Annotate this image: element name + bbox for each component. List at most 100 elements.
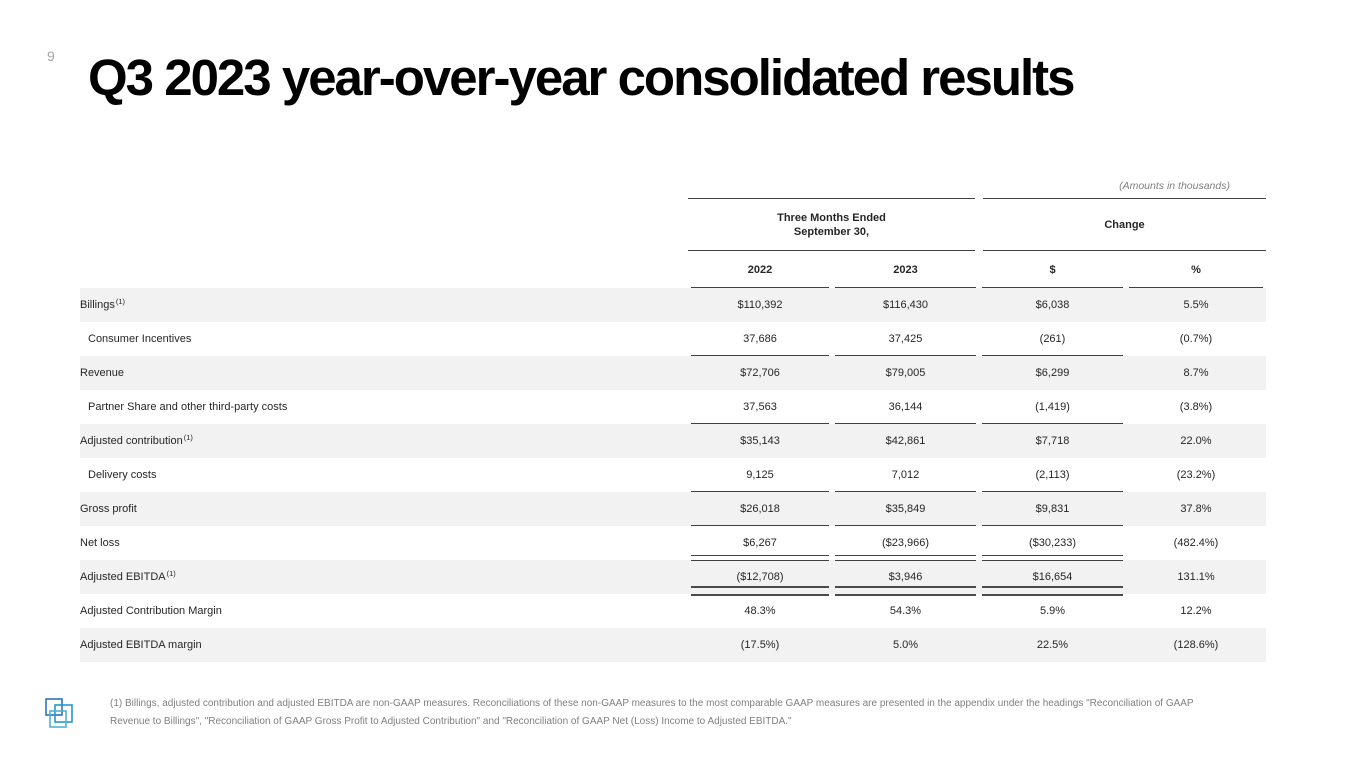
table-cell: $9,831	[979, 492, 1126, 526]
table-cell: $6,267	[688, 526, 832, 561]
row-label-text: Partner Share and other third-party cost…	[88, 401, 288, 413]
table-cell: $35,143	[740, 435, 780, 447]
amounts-note: (Amounts in thousands)	[1119, 180, 1230, 192]
table-cell: 131.1%	[1177, 571, 1215, 583]
table-cell: 22.0%	[1180, 435, 1212, 447]
table-cell: 37,563	[688, 390, 832, 424]
table-cell: 8.7%	[1183, 367, 1209, 379]
footnote: (1) Billings, adjusted contribution and …	[110, 698, 1194, 727]
table-cell: 5.0%	[892, 639, 919, 651]
financial-table: (Amounts in thousands) Three Months Ende…	[80, 160, 1266, 662]
row-label: Partner Share and other third-party cost…	[80, 390, 688, 424]
table-row-adjusted-contribution-margin: Adjusted Contribution Margin 48.3% 54.3%…	[80, 594, 1266, 628]
table-row-delivery-costs: Delivery costs 9,125 7,012 (2,113) (23.2…	[80, 458, 1266, 492]
table-cell: ($23,966)	[832, 526, 979, 561]
table-cell: $3,946	[832, 560, 979, 596]
column-header-2023: 2023	[832, 251, 979, 288]
row-label-text: Adjusted EBITDA margin	[80, 639, 202, 651]
table-cell: ($12,708)	[688, 560, 832, 596]
table-cell: (261)	[979, 322, 1126, 356]
row-label: Adjusted EBITDA (1)	[80, 560, 688, 594]
column-header-percent: %	[1126, 251, 1266, 288]
table-cell: (482.4%)	[1173, 537, 1219, 549]
table-cell: $79,005	[885, 367, 926, 379]
logo-square-dark	[45, 698, 63, 716]
row-label-text: Consumer Incentives	[88, 333, 192, 345]
row-label: Billings (1)	[80, 288, 688, 322]
table-cell: $72,706	[740, 367, 780, 379]
table-cell: $42,861	[885, 435, 926, 447]
table-cell: 48.3%	[744, 605, 776, 617]
table-cell: 37,686	[688, 322, 832, 356]
row-label: Consumer Incentives	[80, 322, 688, 356]
table-cell: 5.9%	[1039, 605, 1066, 617]
table-cell: ($30,233)	[979, 526, 1126, 561]
table-cell: $16,654	[979, 560, 1126, 596]
table-row-gross-profit: Gross profit $26,018 $35,849 $9,831 37.8…	[80, 492, 1266, 526]
table-cell: $35,849	[832, 492, 979, 526]
group-header-period-line2: September 30,	[793, 225, 870, 238]
row-label: Revenue	[80, 356, 688, 390]
group-header-spacer	[80, 198, 688, 251]
table-cell: $26,018	[688, 492, 832, 526]
table-cell: 22.5%	[1036, 639, 1069, 651]
table-cell: 37.8%	[1180, 503, 1212, 515]
table-cell: (128.6%)	[1173, 639, 1219, 651]
logo-square-medium	[54, 704, 73, 723]
table-cell: 5.5%	[1183, 299, 1209, 311]
row-label-text: Adjusted EBITDA	[80, 571, 166, 583]
column-header-dollar: $	[979, 251, 1126, 288]
row-label: Adjusted contribution (1)	[80, 424, 688, 458]
table-row-adjusted-ebitda-margin: Adjusted EBITDA margin (17.5%) 5.0% 22.5…	[80, 628, 1266, 662]
footnote-marker: (1)	[115, 296, 126, 306]
page-number: 9	[47, 48, 55, 64]
table-column-header-row: 2022 2023 $ %	[80, 251, 1266, 288]
table-row-billings: Billings (1) $110,392 $116,430 $6,038 5.5…	[80, 288, 1266, 322]
table-cell: (0.7%)	[1179, 333, 1213, 345]
logo-square-light	[49, 710, 67, 728]
group-header-change-label: Change	[1104, 218, 1145, 231]
row-label-text: Gross profit	[80, 503, 137, 515]
row-label: Gross profit	[80, 492, 688, 526]
table-cell: $7,718	[1035, 435, 1070, 447]
column-header-spacer	[80, 251, 688, 288]
table-row-adjusted-contribution: Adjusted contribution (1) $35,143 $42,861…	[80, 424, 1266, 458]
row-label-text: Net loss	[80, 537, 120, 549]
table-cell: $6,038	[1035, 299, 1070, 311]
footnote-marker: (1)	[183, 432, 193, 442]
group-header-period: Three Months Ended September 30,	[688, 198, 975, 251]
table-row-partner-share: Partner Share and other third-party cost…	[80, 390, 1266, 424]
slide-title: Q3 2023 year-over-year consolidated resu…	[88, 49, 1076, 106]
table-cell: $6,299	[1035, 367, 1070, 379]
row-label-text: Delivery costs	[88, 469, 157, 481]
footnote-marker: (1)	[166, 568, 176, 578]
table-cell: $110,392	[737, 299, 783, 311]
row-label: Net loss	[80, 526, 688, 560]
row-label-text: Billings	[80, 299, 115, 311]
table-row-consumer-incentives: Consumer Incentives 37,686 37,425 (261) …	[80, 322, 1266, 356]
table-cell: 37,425	[832, 322, 979, 356]
table-cell: (2,113)	[979, 458, 1126, 492]
table-cell: 7,012	[832, 458, 979, 492]
group-header-change: Change	[983, 198, 1266, 251]
row-label-text: Adjusted Contribution Margin	[80, 605, 222, 617]
table-cell: 12.2%	[1180, 605, 1212, 617]
table-cell: (23.2%)	[1176, 469, 1216, 481]
row-label: Adjusted Contribution Margin	[80, 594, 688, 628]
overlapping-squares-logo	[38, 696, 76, 741]
table-group-header-row: Three Months Ended September 30, Change	[80, 198, 1266, 251]
table-cell: (17.5%)	[740, 639, 780, 651]
table-cell: 36,144	[832, 390, 979, 424]
column-header-2022: 2022	[688, 251, 832, 288]
table-cell: (1,419)	[979, 390, 1126, 424]
table-cell: (3.8%)	[1179, 401, 1213, 413]
row-label: Adjusted EBITDA margin	[80, 628, 688, 662]
group-header-period-line1: Three Months Ended	[777, 211, 886, 224]
row-label-text: Revenue	[80, 367, 125, 379]
table-cell: $116,430	[882, 299, 929, 311]
row-label-text: Adjusted contribution	[80, 435, 183, 447]
table-row-net-loss: Net loss $6,267 ($23,966) ($30,233) (482…	[80, 526, 1266, 561]
table-cell: 9,125	[688, 458, 832, 492]
table-cell: 54.3%	[889, 605, 922, 617]
table-row-revenue: Revenue $72,706 $79,005 $6,299 8.7%	[80, 356, 1266, 390]
